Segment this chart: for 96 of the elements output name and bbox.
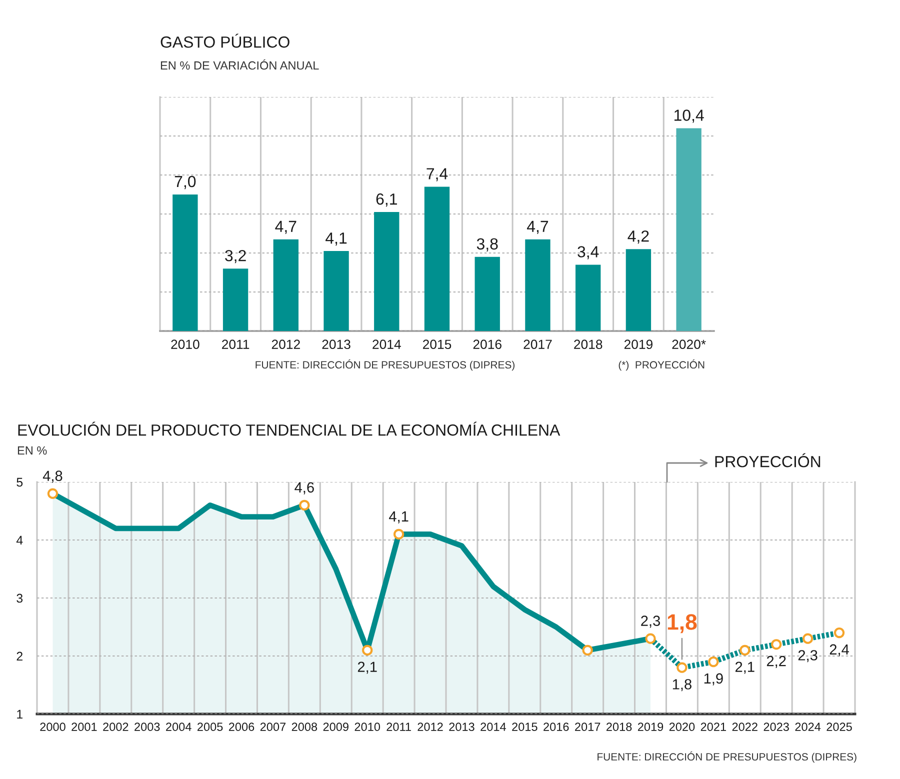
- x-tick-label: 2007: [260, 722, 286, 732]
- bar: [324, 251, 349, 331]
- data-label: 2,1: [735, 662, 754, 674]
- data-label: 2,4: [830, 644, 849, 656]
- point: [802, 633, 814, 644]
- x-tick-label: 2013: [322, 340, 350, 350]
- x-tick-label: 2011: [386, 722, 411, 732]
- x-tick-label: 2023: [764, 722, 789, 732]
- data-label: 4,6: [294, 482, 314, 494]
- x-tick-label: 2018: [574, 340, 602, 350]
- data-label: 2,2: [766, 656, 786, 668]
- x-tick-label: 2020*: [672, 340, 706, 350]
- point: [740, 644, 750, 656]
- x-tick-label: 2012: [418, 722, 443, 732]
- chart-subtitle: EN % DE VARIACIÓN ANUAL: [160, 59, 319, 70]
- x-tick-label: 2001: [72, 722, 97, 732]
- point: [393, 528, 404, 540]
- data-label: 4,7: [275, 220, 296, 234]
- x-tick-label: 2024: [795, 722, 821, 732]
- x-tick-label: 2015: [512, 722, 538, 732]
- point: [299, 500, 310, 511]
- point: [771, 639, 782, 650]
- data-label: 3,4: [578, 246, 599, 260]
- annotation: 1,8: [668, 614, 697, 634]
- y-tick-label: 3: [16, 594, 23, 603]
- x-tick-label: 2010: [354, 722, 380, 732]
- y-tick-label: 4: [16, 536, 23, 545]
- data-label: 10,4: [674, 110, 704, 123]
- text: (*) PROYECCIÓN: [618, 359, 704, 371]
- data-label: 7,0: [174, 176, 196, 190]
- y-tick-label: 5: [16, 478, 23, 487]
- data-label: 3,2: [225, 250, 246, 264]
- x-tick-label: 2012: [272, 340, 300, 350]
- bar: [474, 256, 500, 331]
- x-tick-label: 2004: [166, 722, 192, 732]
- point: [834, 627, 845, 638]
- x-tick-label: 2008: [292, 722, 318, 732]
- point: [676, 662, 688, 673]
- data-label: 6,1: [376, 193, 397, 207]
- bar: [172, 194, 198, 331]
- data-label: 2,1: [358, 662, 377, 674]
- bar: [576, 264, 601, 331]
- data-label: 1,9: [704, 673, 723, 686]
- chart-title: GASTO PÚBLICO: [160, 34, 290, 48]
- bar: [273, 239, 298, 331]
- bar: [676, 128, 702, 331]
- x-tick-label: 2016: [544, 722, 569, 732]
- source-note: FUENTE: DIRECCIÓN DE PRESUPUESTOS (DIPRES): [598, 751, 856, 763]
- x-tick-label: 2002: [103, 722, 128, 732]
- data-label: 4,8: [42, 470, 62, 483]
- data-label: 7,4: [426, 168, 448, 182]
- x-tick-label: 2005: [198, 722, 223, 732]
- x-tick-label: 2021: [700, 722, 726, 732]
- x-tick-label: 2014: [372, 340, 401, 350]
- x-tick-label: 2014: [480, 722, 506, 732]
- x-tick-label: 2016: [473, 340, 502, 350]
- x-tick-label: 2019: [624, 340, 653, 350]
- bar: [525, 239, 550, 331]
- bar: [424, 186, 450, 331]
- x-tick-label: 2010: [171, 340, 200, 350]
- bar: [222, 268, 248, 331]
- x-tick-label: 2017: [524, 340, 552, 350]
- x-tick-label: 2017: [575, 722, 600, 732]
- text: PROYECCIÓN: [715, 453, 820, 468]
- point: [47, 488, 58, 499]
- data-label: 3,8: [476, 238, 498, 252]
- x-tick-label: 2009: [323, 722, 348, 732]
- x-tick-label: 2003: [134, 722, 160, 732]
- x-tick-label: 2000: [40, 722, 66, 732]
- x-tick-label: 2019: [638, 722, 664, 732]
- data-label: 4,2: [628, 230, 649, 244]
- data-label: 4,7: [526, 220, 548, 234]
- point: [645, 633, 656, 644]
- y-tick-label: 2: [16, 652, 22, 661]
- x-tick-label: 2013: [449, 722, 474, 732]
- data-label: 4,1: [326, 232, 347, 246]
- bar: [374, 212, 400, 331]
- x-tick-label: 2015: [422, 340, 452, 350]
- data-label: 4,1: [389, 511, 408, 524]
- x-tick-label: 2025: [826, 722, 852, 732]
- data-label: 1,8: [672, 679, 692, 692]
- chart-title: EVOLUCIÓN DEL PRODUCTO TENDENCIAL DE LA ECONOMÍA CHILENA: [18, 422, 560, 436]
- y-tick-label: 1: [17, 710, 22, 719]
- chart-subtitle: EN %: [18, 446, 47, 455]
- x-tick-label: 2020: [669, 722, 695, 732]
- data-label: 2,3: [641, 616, 660, 628]
- point: [362, 644, 373, 656]
- x-tick-label: 2011: [222, 340, 250, 350]
- x-tick-label: 2018: [606, 722, 632, 732]
- source-note: FUENTE: DIRECCIÓN DE PRESUPUESTOS (DIPRES): [256, 359, 514, 371]
- x-tick-label: 2006: [228, 722, 254, 732]
- bar: [626, 249, 652, 331]
- x-tick-label: 2022: [732, 722, 758, 732]
- point: [582, 644, 593, 656]
- point: [708, 656, 719, 668]
- data-label: 2,3: [798, 650, 818, 662]
